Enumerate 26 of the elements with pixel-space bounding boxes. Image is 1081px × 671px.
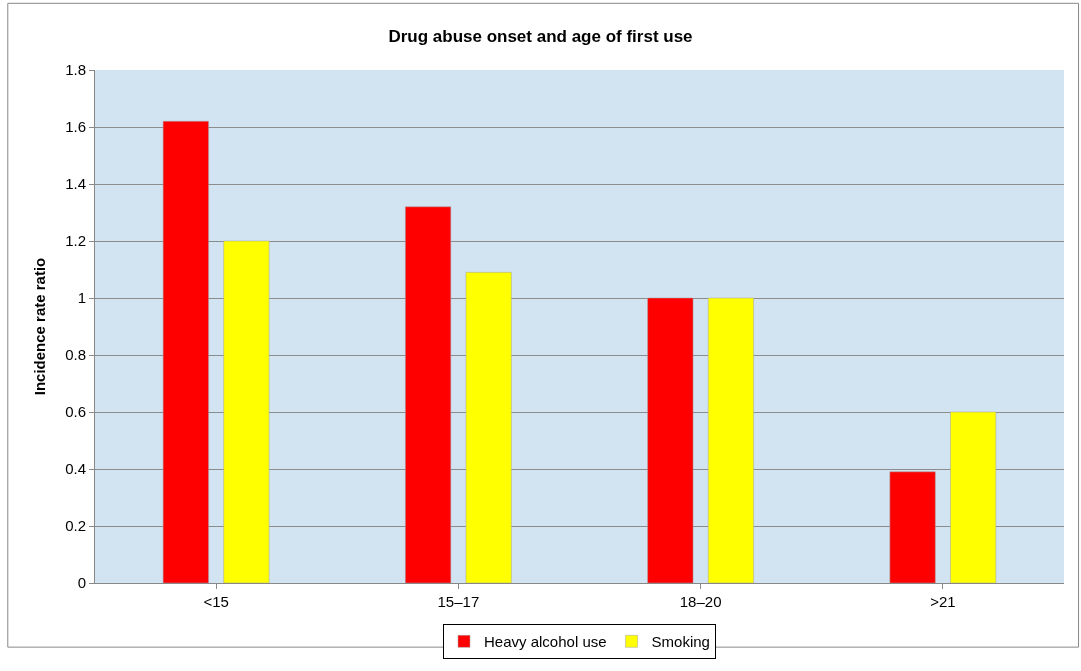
y-tick-label: 1.4 xyxy=(65,175,86,193)
bar xyxy=(707,297,754,583)
bar xyxy=(465,272,512,583)
y-tick-label: 0.4 xyxy=(65,460,86,478)
x-tick-label: <15 xyxy=(203,593,229,610)
y-tick-label: 0 xyxy=(77,574,86,592)
y-tick-label: 1.8 xyxy=(65,61,86,79)
y-tick-label: 1 xyxy=(77,289,86,307)
y-tick-label: 1.6 xyxy=(65,118,86,136)
bar xyxy=(647,297,694,583)
y-tick-label: 0.6 xyxy=(65,403,86,421)
bar xyxy=(950,411,997,583)
bar xyxy=(162,121,209,583)
y-axis-title: Incidence rate ratio xyxy=(31,257,49,396)
legend-label: Smoking xyxy=(651,633,710,651)
x-tick-label: 18–20 xyxy=(679,593,722,610)
legend-label: Heavy alcohol use xyxy=(484,633,607,651)
bar xyxy=(223,240,270,583)
bar xyxy=(889,471,936,583)
x-tick-label: >21 xyxy=(930,593,956,610)
bar xyxy=(405,206,452,583)
y-tick-label: 0.8 xyxy=(65,346,86,364)
x-tick-label: 15–17 xyxy=(437,593,480,610)
y-tick-label: 1.2 xyxy=(65,232,86,250)
y-tick-label: 0.2 xyxy=(65,517,86,535)
chart-title: Drug abuse onset and age of first use xyxy=(388,27,693,47)
